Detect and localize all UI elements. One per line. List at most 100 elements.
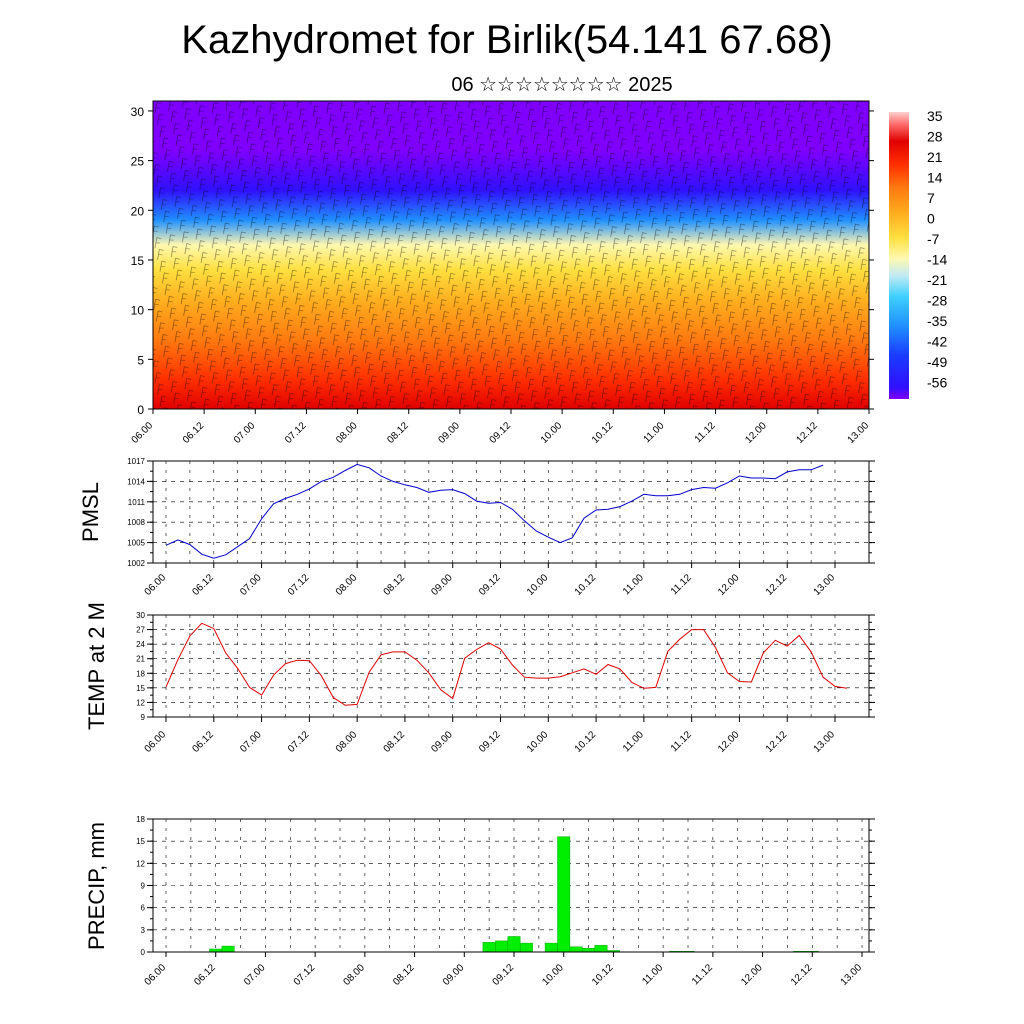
temp-x-tick-label: 11.00	[621, 729, 646, 754]
colorbar-label: 0	[927, 211, 935, 227]
heatmap-x-tick-label: 09.12	[488, 420, 514, 446]
temp-x-axis: 06.00 06.12 07.00 07.12 08.00 08.12 09.00 09.12…	[143, 717, 838, 755]
colorbar-label: -14	[927, 252, 947, 268]
temp-x-tick-label: 07.00	[238, 729, 264, 755]
pmsl-axis-label: PMSL	[78, 482, 103, 542]
precip-bar	[221, 945, 235, 953]
y-tick-label: 1017	[127, 457, 145, 466]
precip-x-tick-label: 08.00	[342, 962, 368, 988]
chart-subtitle: 06 ☆☆☆☆☆☆☆☆ 2025	[451, 74, 672, 96]
heatmap-x-tick-label: 13.00	[846, 420, 872, 446]
pmsl-x-tick-label: 10.12	[573, 572, 599, 598]
pmsl-panel: 1002 1005 1008 1011 1014 1017 06.00 06.12 07.00…	[78, 457, 875, 598]
pmsl-y-axis: 1002 1005 1008 1011 1014 1017	[127, 457, 875, 568]
heatmap-panel: 0 5 10 15 20 25 30 06.00 06.12 07.00 07.12 08.00 08…	[130, 100, 874, 446]
colorbar-label: -21	[927, 272, 947, 288]
y-tick-label: 18	[136, 815, 145, 824]
y-tick-label: 27	[136, 626, 145, 635]
temp-frame	[152, 614, 870, 718]
temp-y-axis: 9 12 15 18 21 24 27 30	[136, 611, 875, 722]
heatmap-x-tick-label: 11.00	[642, 420, 667, 445]
colorbar-label: 35	[927, 108, 943, 124]
colorbar-label: 7	[927, 190, 935, 206]
y-tick-label: 1005	[127, 539, 145, 548]
precip-frame	[152, 818, 870, 953]
chart-title: Kazhydromet for Birlik(54.141 67.68)	[181, 18, 832, 62]
temp-x-tick-label: 07.12	[286, 729, 312, 755]
heatmap-x-tick-label: 11.12	[693, 420, 718, 445]
y-tick-label: 30	[136, 611, 145, 620]
precip-x-tick-label: 10.00	[540, 962, 566, 988]
precip-bar	[519, 942, 533, 953]
y-tick-label: 9	[141, 713, 146, 722]
temp-x-tick-label: 06.00	[143, 729, 169, 755]
temp-x-tick-label: 08.00	[334, 729, 360, 755]
temp-x-tick-label: 13.00	[812, 729, 838, 755]
colorbar-label: -35	[927, 313, 947, 329]
pmsl-x-tick-label: 09.00	[429, 572, 455, 598]
heatmap-x-tick-label: 12.12	[795, 420, 821, 446]
temp-x-tick-label: 08.12	[382, 729, 408, 755]
heatmap-x-tick-label: 10.00	[539, 420, 565, 446]
precip-x-tick-label: 10.12	[590, 962, 616, 988]
y-tick-label: 24	[136, 640, 145, 649]
heatmap-x-tick-label: 06.12	[181, 420, 207, 446]
wind-barbs-overlay	[153, 101, 869, 409]
y-tick-label: 3	[141, 926, 146, 935]
precip-bars	[209, 836, 819, 953]
heatmap-overlay-group	[153, 101, 869, 409]
precip-x-tick-label: 12.12	[789, 962, 815, 988]
precip-grid	[153, 818, 869, 953]
colorbar-labels: 35 28 21 14 7 0 -7 -14 -21 -28 -35 -42 -49 -56	[927, 108, 947, 391]
precip-axis-label: PRECIP, mm	[84, 822, 109, 950]
colorbar: 35 28 21 14 7 0 -7 -14 -21 -28 -35 -42 -49 -56	[889, 108, 947, 399]
temp-x-tick-label: 09.12	[477, 729, 503, 755]
pmsl-x-tick-label: 07.00	[238, 572, 264, 598]
pmsl-x-axis: 06.00 06.12 07.00 07.12 08.00 08.12 09.00 09.12…	[143, 563, 837, 598]
heatmap-y-tick-label: 5	[137, 353, 144, 367]
heatmap-y-tick-label: 10	[131, 304, 145, 318]
heatmap-x-tick-label: 08.12	[385, 420, 411, 446]
precip-bar	[544, 942, 558, 953]
colorbar-label: -28	[927, 293, 947, 309]
pmsl-grid	[153, 460, 869, 564]
y-tick-label: 1011	[128, 498, 146, 507]
precip-x-tick-label: 06.12	[192, 962, 218, 988]
pmsl-x-tick-label: 12.12	[764, 572, 790, 598]
precip-x-tick-label: 09.12	[491, 962, 517, 988]
colorbar-label: -56	[927, 375, 947, 391]
temp-x-tick-label: 12.00	[716, 729, 742, 755]
y-tick-label: 6	[141, 904, 146, 913]
heatmap-x-tick-label: 06.00	[130, 420, 156, 446]
temp-x-tick-label: 10.00	[525, 729, 551, 755]
precip-x-tick-label: 07.00	[242, 962, 268, 988]
pmsl-x-tick-label: 06.00	[143, 572, 169, 598]
heatmap-y-axis: 0 5 10 15 20 25 30	[131, 105, 874, 417]
pmsl-frame	[152, 460, 870, 564]
heatmap-y-tick-label: 30	[131, 105, 145, 119]
precip-bar	[582, 948, 596, 953]
heatmap-x-axis: 06.00 06.12 07.00 07.12 08.00 08.12 09.00 09.12…	[130, 409, 872, 446]
temp-x-tick-label: 10.12	[573, 729, 599, 755]
heatmap-y-tick-label: 0	[137, 403, 144, 417]
colorbar-label: -49	[927, 354, 947, 370]
precip-x-axis: 06.00 06.12 07.00 07.12 08.00 08.12 09.00 09.12…	[143, 952, 864, 988]
precip-x-tick-label: 11.12	[690, 962, 715, 987]
y-tick-label: 9	[141, 882, 146, 891]
y-tick-label: 15	[136, 837, 145, 846]
pmsl-x-tick-label: 10.00	[525, 572, 551, 598]
heatmap-y-tick-label: 15	[131, 254, 145, 268]
y-tick-label: 18	[136, 669, 145, 678]
y-tick-label: 1002	[127, 559, 145, 568]
pmsl-x-tick-label: 07.12	[286, 572, 312, 598]
temp-grid	[153, 614, 869, 718]
precip-x-tick-label: 08.12	[391, 962, 417, 988]
colorbar-label: -42	[927, 334, 947, 350]
heatmap-x-tick-label: 07.12	[283, 420, 309, 446]
precip-bar	[495, 940, 509, 953]
precip-x-tick-label: 11.00	[640, 962, 665, 987]
y-tick-label: 12	[136, 698, 145, 707]
heatmap-x-tick-label: 07.00	[232, 420, 258, 446]
heatmap-x-tick-label: 10.12	[590, 420, 616, 446]
